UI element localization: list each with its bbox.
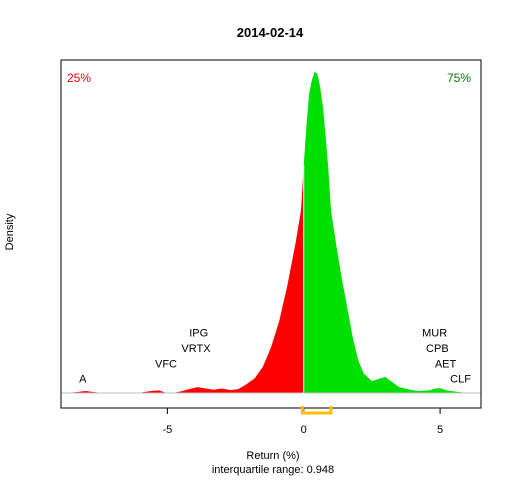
ticker-label: MUR [422, 328, 447, 340]
y-axis-label: Density [4, 213, 16, 250]
ticker-label: CLF [450, 374, 471, 386]
chart-title: 2014-02-14 [237, 25, 304, 40]
density-area-upper [303, 72, 476, 393]
ticker-label: A [79, 374, 87, 386]
iqr-subtitle: interquartile range: 0.948 [212, 464, 334, 476]
ticker-label: CPB [426, 343, 449, 355]
x-tick-label: 5 [437, 424, 443, 436]
quantile-label-upper: 75% [447, 71, 471, 85]
ticker-label: VFC [155, 359, 177, 371]
x-tick-label: -5 [162, 424, 172, 436]
ticker-label: IPG [189, 328, 208, 340]
x-axis-label: Return (%) [246, 450, 299, 462]
x-tick-label: 0 [301, 424, 307, 436]
iqr-bracket [300, 406, 333, 415]
plot-frame [60, 59, 482, 409]
density-area-lower [66, 164, 304, 393]
quantile-label-lower: 25% [67, 71, 91, 85]
ticker-label: AET [435, 359, 457, 371]
ticker-label: VRTX [181, 343, 211, 355]
plot-area: -5 0 5 25% 75% A VFC VRTX IPG MUR CPB AET CLF [60, 59, 482, 436]
